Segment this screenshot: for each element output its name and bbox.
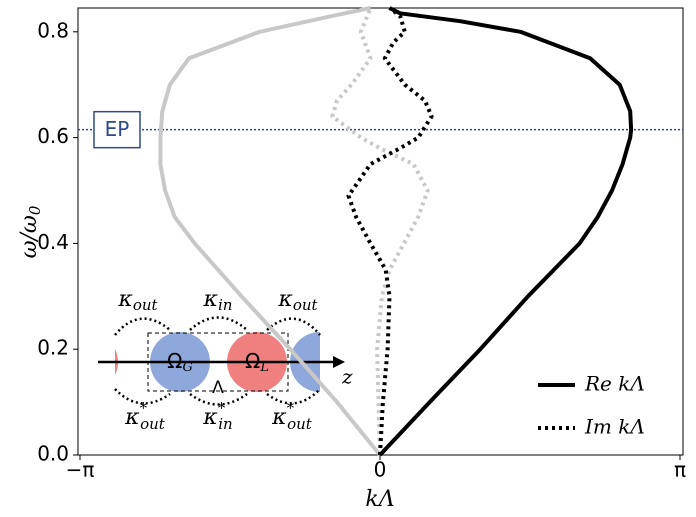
y-tick-label: 0.0 <box>37 442 69 466</box>
coupling-label: κin <box>203 287 233 314</box>
coupling-label: κout <box>277 287 318 314</box>
x-axis-label: kΛ <box>365 487 394 512</box>
y-axis-label: ω/ω0 <box>17 205 44 258</box>
y-tick-label: 0.8 <box>37 18 69 42</box>
gain-sub: G <box>182 360 192 375</box>
x-tick-label: −π <box>66 458 95 482</box>
loss-sub: L <box>259 360 269 375</box>
coupling-label-base: κ <box>117 287 133 312</box>
coupling-label-base: κ <box>203 287 219 312</box>
y-axis-label-main: ω/ω <box>17 215 42 258</box>
ep-box <box>93 110 141 149</box>
conj-coupling-label-sub: out <box>287 415 313 433</box>
series-line <box>346 6 434 456</box>
loss-label: ΩL <box>245 349 269 375</box>
conj-coupling-label-sub: in <box>218 415 232 433</box>
conj-coupling-label-sub: out <box>140 415 166 433</box>
coupling-label-sub: in <box>218 296 232 314</box>
conj-coupling-label-base: κ <box>202 405 218 430</box>
legend-label: Re kΛ <box>584 372 645 396</box>
y-tick-label: 0.4 <box>37 230 69 254</box>
y-axis-label-sub: 0 <box>26 205 44 215</box>
loss-base: Ω <box>245 349 260 373</box>
conj-coupling-label: κ* out <box>124 399 166 433</box>
inset-diagram <box>98 316 345 406</box>
conj-coupling-label: κ* in <box>202 399 232 433</box>
coupling-label-sub: out <box>133 296 159 314</box>
conj-coupling-label-base: κ <box>124 405 140 430</box>
conj-coupling-label-sup: * <box>140 399 148 417</box>
y-tick-label: 0.6 <box>37 124 69 148</box>
x-tick-label: 0 <box>374 458 387 482</box>
conj-coupling-label-sup: * <box>218 399 226 417</box>
z-label: z <box>341 365 353 389</box>
conj-coupling-label: κ* out <box>271 399 313 433</box>
series-line <box>158 6 382 457</box>
arrow-head <box>333 356 345 368</box>
coupling-arcs <box>114 316 321 406</box>
ep-label: EP <box>105 117 130 141</box>
series-line <box>330 7 430 456</box>
coupling-label-sub: out <box>293 296 319 314</box>
gain-label: ΩG <box>167 349 193 375</box>
coupling-label-base: κ <box>277 287 293 312</box>
y-tick-label: 0.2 <box>37 336 69 360</box>
legend-label: Im kΛ <box>584 415 645 439</box>
coupling-label: κout <box>117 287 158 314</box>
conj-coupling-label-sup: * <box>287 399 295 417</box>
conj-coupling-label-base: κ <box>271 405 287 430</box>
period-label: Λ <box>212 378 224 398</box>
gain-base: Ω <box>167 349 182 373</box>
x-tick-label: π <box>674 458 686 482</box>
series-line <box>378 6 634 457</box>
